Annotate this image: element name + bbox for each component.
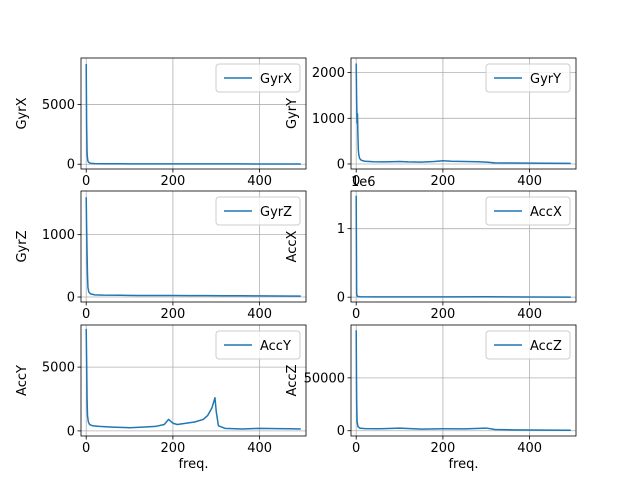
series-line-GyrY [355, 63, 571, 165]
y-axis-label: GyrY [285, 98, 300, 129]
y-tick-label: 0 [67, 158, 75, 173]
axes-frame [80, 57, 307, 170]
y-tick-label: 0 [337, 291, 345, 306]
y-axis-label: AccY [15, 365, 30, 396]
y-tick-label: 0 [67, 291, 75, 306]
legend-label: AccZ [530, 339, 562, 354]
x-tick-label: 200 [160, 307, 185, 322]
legend-box [485, 330, 571, 360]
y-tick-label: 2000 [312, 66, 345, 81]
x-tick-label: 0 [82, 174, 90, 189]
x-tick-label: 200 [160, 174, 185, 189]
legend-label: AccY [260, 339, 291, 354]
legend-box [215, 330, 301, 360]
legend-box [485, 196, 571, 226]
y-tick-label: 0 [337, 157, 345, 172]
legend: GyrZ [215, 196, 301, 226]
y-offset-text: 1e6 [351, 175, 376, 190]
legend-box [215, 63, 301, 93]
series-line-GyrX [85, 63, 301, 165]
y-tick-label: 5000 [42, 98, 75, 113]
x-tick-label: 0 [82, 307, 90, 322]
legend-box [215, 196, 301, 226]
subplot-4: 0 200 400 0 5000 AccY freq. AccY [15, 324, 307, 472]
axes-frame [350, 57, 577, 170]
x-axis-label: freq. [178, 457, 208, 472]
series-line-AccX [355, 195, 571, 298]
x-axis-label: freq. [448, 457, 478, 472]
x-tick-label: 400 [517, 174, 542, 189]
x-tick-label: 200 [160, 441, 185, 456]
subplot-2: 0 200 400 0 1000 GyrZ GyrZ [15, 190, 307, 322]
x-tick-label: 400 [517, 307, 542, 322]
y-tick-label: 50000 [304, 371, 345, 386]
y-axis-label: GyrZ [15, 230, 30, 262]
axes-frame [80, 324, 307, 437]
y-tick-label: 0 [67, 424, 75, 439]
x-tick-label: 0 [352, 441, 360, 456]
y-tick-label: 5000 [42, 361, 75, 376]
subplot-1: 0 200 400 0 1000 2000 GyrY GyrY [285, 57, 577, 189]
axes-frame [350, 324, 577, 437]
series-line-AccY [85, 328, 301, 430]
x-tick-label: 400 [247, 307, 272, 322]
y-axis-label: GyrX [15, 97, 30, 129]
y-tick-label: 0 [337, 424, 345, 439]
y-tick-label: 1000 [312, 112, 345, 127]
legend: GyrY [485, 63, 571, 93]
subplot-3: 0 200 400 0 1 1e6 AccX AccX [285, 175, 577, 322]
y-axis-label: AccZ [285, 364, 300, 396]
legend: AccY [215, 330, 301, 360]
x-tick-label: 200 [430, 307, 455, 322]
series-line-GyrZ [85, 197, 301, 297]
subplot-0: 0 200 400 0 5000 GyrX GyrX [15, 57, 307, 189]
y-tick-label: 1 [337, 222, 345, 237]
x-tick-label: 200 [430, 174, 455, 189]
legend: AccZ [485, 330, 571, 360]
subplot-5: 0 200 400 0 50000 AccZ freq. AccZ [285, 324, 577, 472]
legend-label: GyrZ [260, 205, 292, 220]
legend-label: GyrX [260, 72, 292, 87]
legend-label: GyrY [530, 72, 561, 87]
legend: AccX [485, 196, 571, 226]
x-tick-label: 200 [430, 441, 455, 456]
x-tick-label: 400 [247, 174, 272, 189]
series-line-AccZ [355, 330, 571, 431]
x-tick-label: 0 [352, 307, 360, 322]
x-tick-label: 0 [82, 441, 90, 456]
legend-box [485, 63, 571, 93]
y-axis-label: AccX [285, 230, 300, 262]
y-tick-label: 1000 [42, 228, 75, 243]
x-tick-label: 400 [517, 441, 542, 456]
x-tick-label: 400 [247, 441, 272, 456]
axes-frame [350, 190, 577, 303]
legend-label: AccX [530, 205, 562, 220]
axes-frame [80, 190, 307, 303]
legend: GyrX [215, 63, 301, 93]
x-tick-label: 0 [352, 174, 360, 189]
